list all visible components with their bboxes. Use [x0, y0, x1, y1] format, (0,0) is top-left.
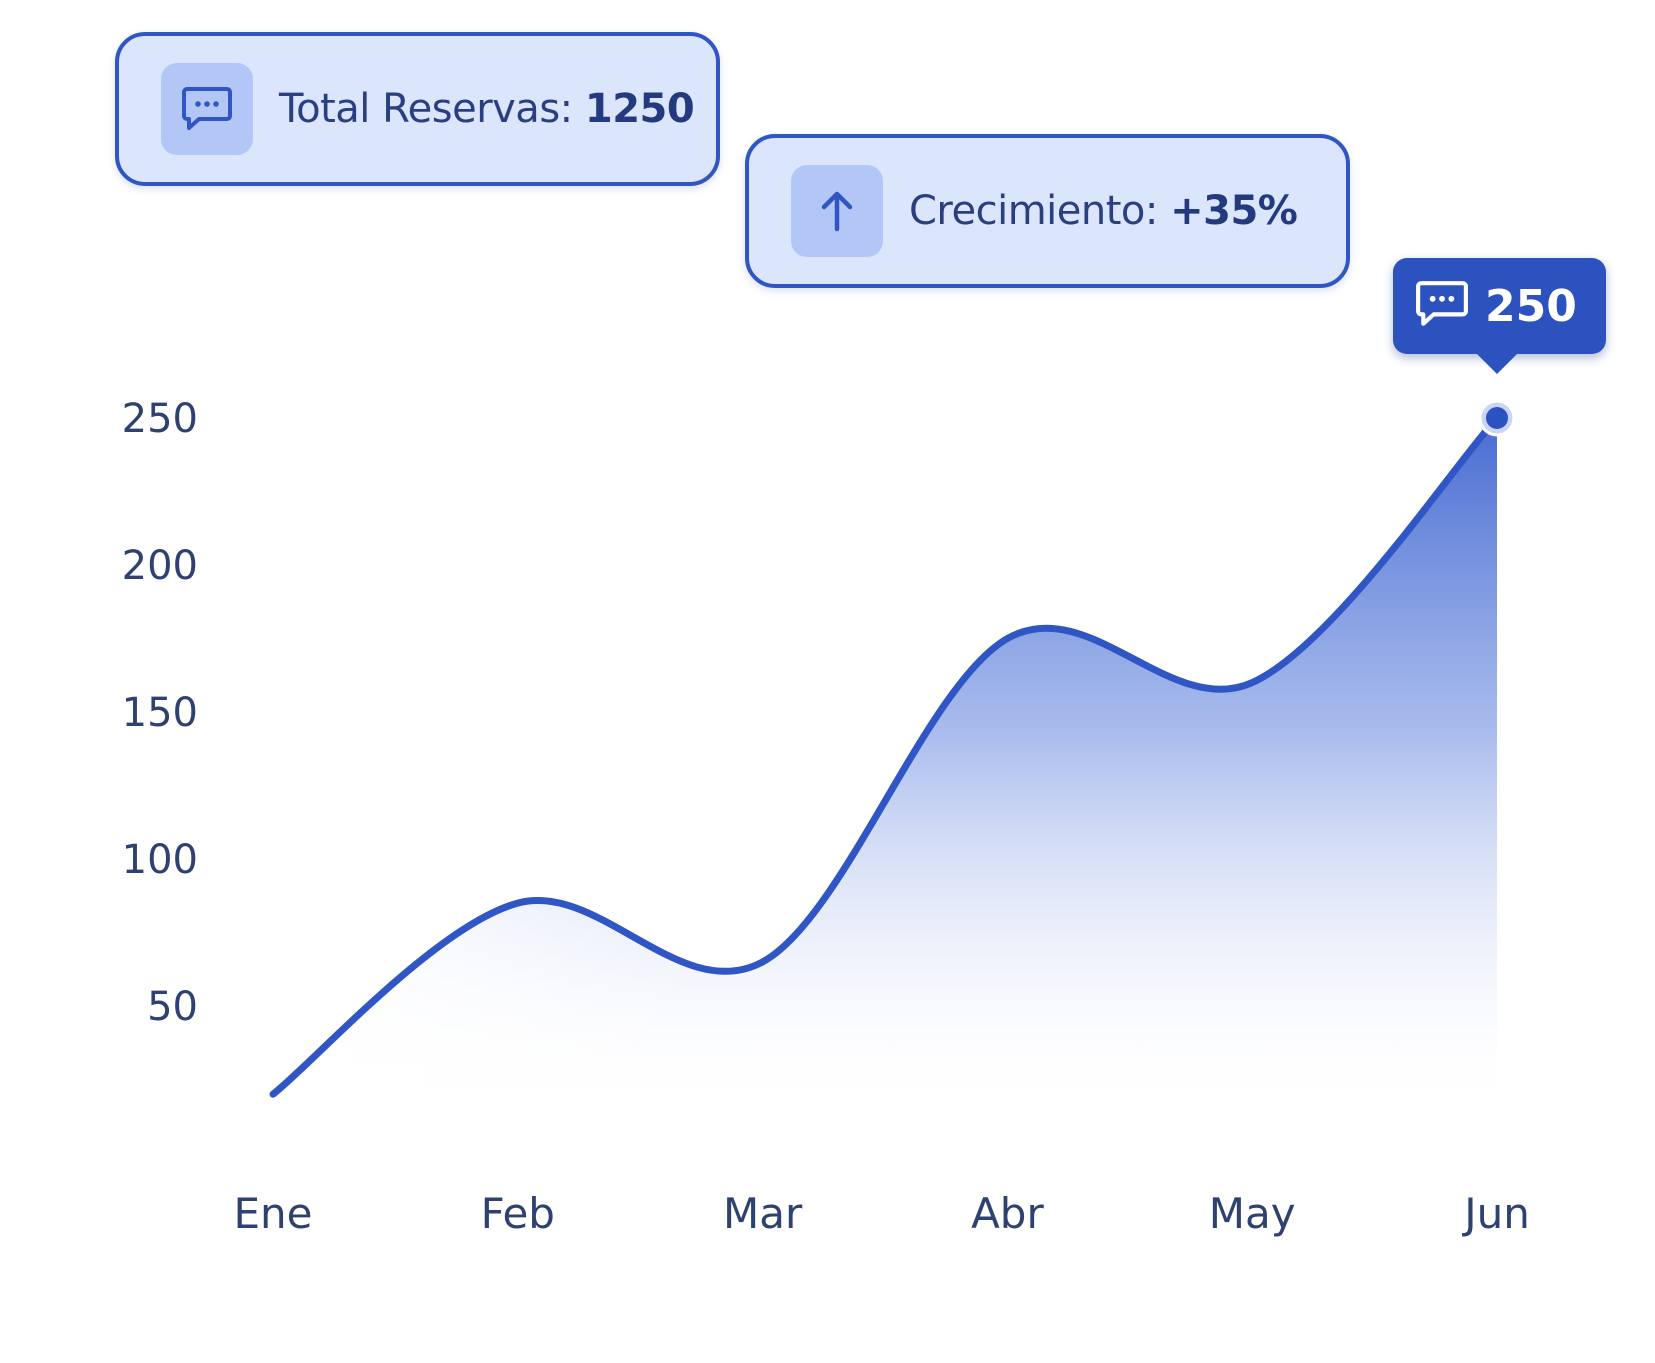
- chat-bubble-icon: [161, 63, 253, 155]
- total-reservations-card: Total Reservas: 1250: [115, 32, 720, 186]
- x-tick-label: Mar: [723, 1189, 803, 1238]
- x-tick-label: Jun: [1461, 1189, 1530, 1238]
- tooltip-value: 250: [1485, 280, 1577, 332]
- y-tick-label: 250: [122, 396, 198, 442]
- total-value: 1250: [584, 86, 695, 132]
- highlight-point[interactable]: [1486, 407, 1508, 429]
- x-axis: Ene Feb Mar Abr May Jun: [234, 1189, 1530, 1238]
- y-tick-label: 50: [147, 984, 198, 1030]
- plot-area: [269, 399, 1516, 1118]
- x-tick-label: Ene: [234, 1189, 313, 1238]
- growth-card: Crecimiento: +35%: [745, 134, 1350, 288]
- y-tick-label: 100: [122, 837, 198, 883]
- growth-label: Crecimiento:: [909, 188, 1158, 234]
- x-tick-label: May: [1209, 1189, 1296, 1238]
- growth-value: +35%: [1170, 188, 1298, 234]
- x-tick-label: Abr: [971, 1189, 1044, 1238]
- total-label: Total Reservas:: [279, 86, 573, 132]
- y-tick-label: 150: [122, 690, 198, 736]
- series-line: [269, 414, 1501, 1098]
- y-tick-label: 200: [122, 543, 198, 589]
- peak-tooltip: 250: [1393, 258, 1606, 374]
- chat-bubble-icon: [1415, 279, 1469, 333]
- x-tick-label: Feb: [481, 1189, 555, 1238]
- area-fade: [273, 418, 1497, 1118]
- arrow-up-icon: [791, 165, 883, 257]
- y-axis: 50 100 150 200 250: [122, 396, 198, 1030]
